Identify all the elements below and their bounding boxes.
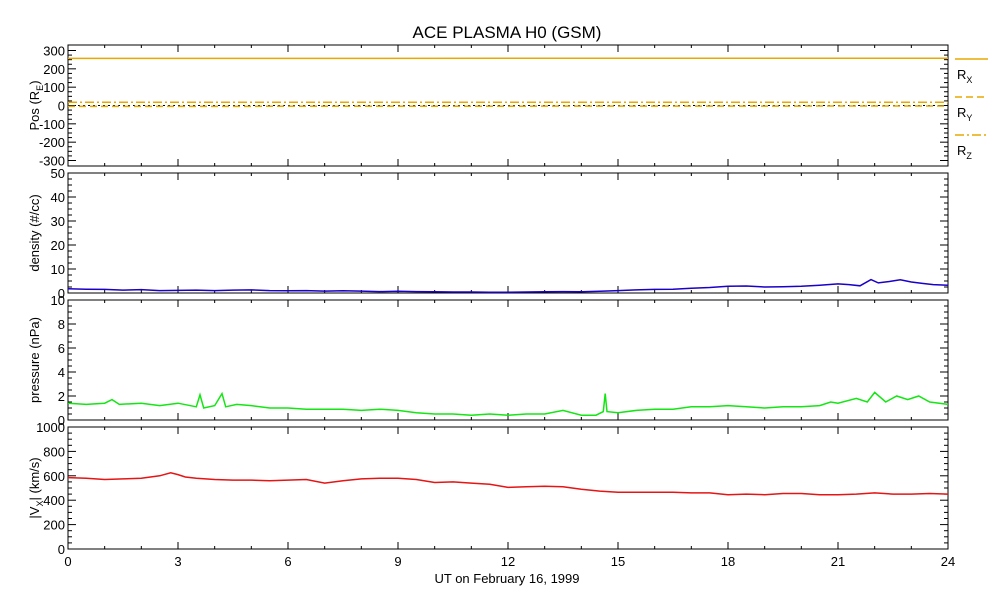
x-tick-label: 12 xyxy=(501,554,515,569)
y-tick-label: 10 xyxy=(51,262,65,277)
y-tick-label: -300 xyxy=(39,154,65,169)
x-tick-label: 15 xyxy=(611,554,625,569)
series-line-vx xyxy=(67,472,949,496)
y-tick-label: -200 xyxy=(39,135,65,150)
y-tick-label: 6 xyxy=(58,341,65,356)
y-tick-label: 20 xyxy=(51,238,65,253)
x-tick-label: 6 xyxy=(284,554,291,569)
y-tick-label: 0 xyxy=(58,99,65,114)
x-tick-label: 9 xyxy=(394,554,401,569)
panel-4: 0 3 6 9 12 15 18 21 24 1000 800 600 400 200 0 |VX| (km/… xyxy=(27,420,955,569)
panel-2: 50 40 30 20 10 0 density (#/cc) xyxy=(27,166,949,301)
series-line-density xyxy=(67,278,949,294)
y-tick-label: 30 xyxy=(51,214,65,229)
legend-label: RY xyxy=(957,105,972,123)
series-line-pressure xyxy=(67,391,949,416)
panel-frame xyxy=(67,172,949,294)
y-tick-label: -100 xyxy=(39,117,65,132)
y-tick-label: 800 xyxy=(43,444,65,459)
y-tick-label: 8 xyxy=(58,317,65,332)
y-tick-label: 0 xyxy=(58,286,65,301)
y-tick-label: 4 xyxy=(58,365,65,380)
y-tick-label: 300 xyxy=(43,44,65,59)
y-tick-label: 600 xyxy=(43,469,65,484)
y-tick-label: 200 xyxy=(43,62,65,77)
legend-label: RX xyxy=(957,67,972,85)
y-tick-label: 0 xyxy=(58,542,65,557)
y-tick-label: 50 xyxy=(51,166,65,181)
y-tick-label: 200 xyxy=(43,518,65,533)
y-axis-label: |VX| (km/s) xyxy=(27,457,45,518)
chart-title: ACE PLASMA H0 (GSM) xyxy=(413,23,602,42)
y-tick-label: 40 xyxy=(51,190,65,205)
x-tick-label: 3 xyxy=(174,554,181,569)
y-axis-label: pressure (nPa) xyxy=(27,317,42,403)
y-tick-label: 10 xyxy=(51,293,65,308)
panel-3: 10 8 6 4 2 0 pressure (nPa) xyxy=(27,293,949,428)
y-axis-label: Pos (RE) xyxy=(27,80,45,130)
x-axis-title: UT on February 16, 1999 xyxy=(434,571,579,586)
y-tick-label: 100 xyxy=(43,80,65,95)
x-tick-label: 24 xyxy=(941,554,955,569)
x-tick-label: 21 xyxy=(831,554,845,569)
y-tick-label: 1000 xyxy=(36,420,65,435)
legend-label: RZ xyxy=(957,143,972,161)
y-tick-label: 0 xyxy=(58,413,65,428)
y-tick-label: 400 xyxy=(43,493,65,508)
x-tick-label: 18 xyxy=(721,554,735,569)
panel-frame xyxy=(67,299,949,421)
y-axis-label: density (#/cc) xyxy=(27,194,42,271)
panel-1: 300 200 100 0 -100 -200 -300 Pos (RE) RX RY RZ xyxy=(27,44,988,169)
y-tick-label: 2 xyxy=(58,389,65,404)
x-tick-label: 0 xyxy=(64,554,71,569)
